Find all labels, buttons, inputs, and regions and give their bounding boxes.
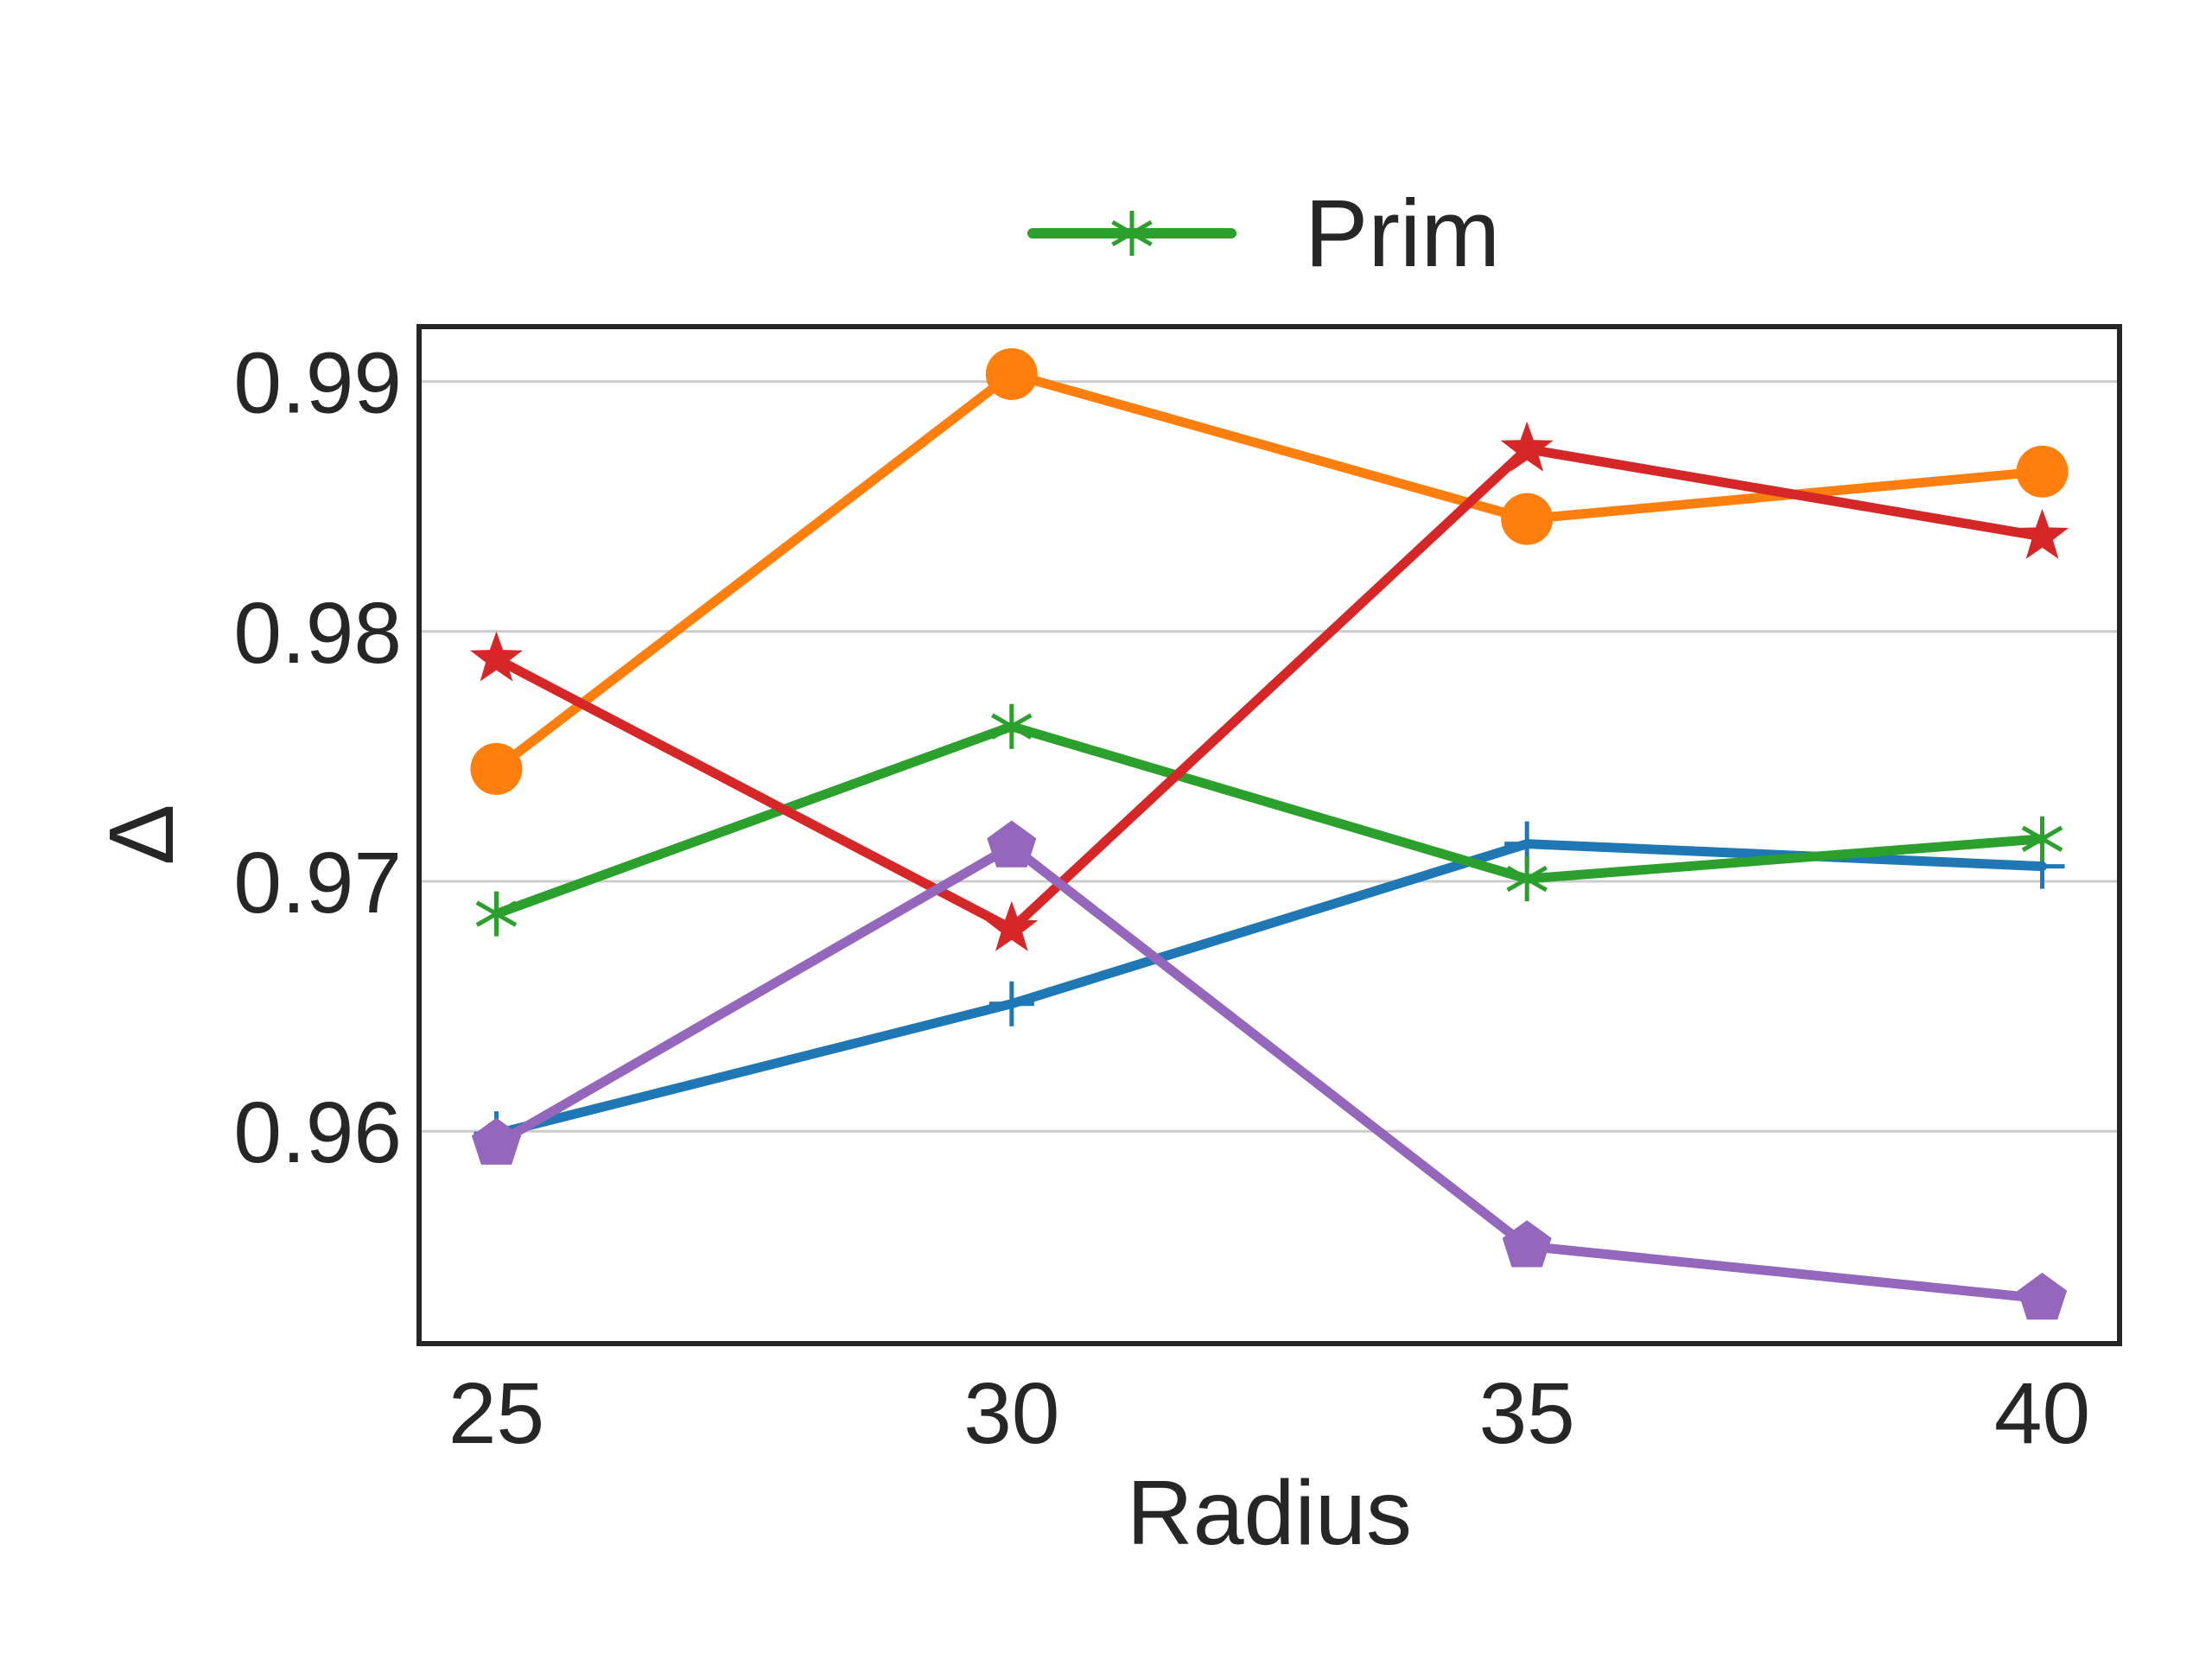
series-1 (474, 821, 2065, 1157)
data-point-marker (985, 900, 1039, 951)
y-tick-labels: 0.96 0.97 0.98 0.99 (233, 335, 402, 1182)
data-point-marker (470, 631, 523, 682)
series-line (492, 721, 2047, 919)
data-point-marker (1506, 856, 1548, 902)
data-point-marker (2016, 445, 2069, 498)
x-tick-label: 30 (963, 1365, 1059, 1462)
legend-marker-icon (1111, 211, 1153, 256)
legend: Prim (1027, 181, 1500, 287)
data-point-marker (987, 820, 1037, 868)
data-point-marker (2021, 816, 2063, 861)
data-point-marker (985, 347, 1038, 400)
plot-frame (416, 324, 2122, 1346)
series-line (492, 444, 2047, 934)
data-point-marker (2016, 508, 2069, 559)
data-point-marker (988, 981, 1034, 1027)
data-point-marker (2018, 1272, 2068, 1320)
legend-label-prim: Prim (1305, 181, 1500, 287)
y-tick-label: 0.96 (233, 1084, 402, 1181)
data-point-marker (475, 891, 518, 937)
series-line (492, 369, 2047, 774)
data-point-marker (470, 742, 523, 795)
series-group (470, 347, 2069, 1320)
y-tick-label: 0.98 (233, 585, 402, 682)
series-line (492, 842, 2047, 1304)
data-point-marker (1501, 493, 1554, 545)
data-point-marker (991, 703, 1033, 749)
data-point-marker (1500, 421, 1554, 472)
x-tick-label: 25 (448, 1365, 544, 1462)
series-3 (475, 703, 2063, 937)
series-2 (470, 347, 2069, 795)
series-5 (471, 820, 2068, 1320)
x-axis-label: Radius (1127, 1462, 1412, 1564)
x-tick-label: 35 (1479, 1365, 1575, 1462)
data-point-marker (1502, 1220, 1552, 1268)
series-line (492, 839, 2047, 1139)
data-point-marker (471, 1117, 521, 1165)
y-tick-label: 0.99 (233, 335, 402, 432)
y-axis-label: Δ (91, 804, 193, 866)
x-tick-labels: 25 30 35 40 (448, 1365, 2090, 1462)
grid-lines (419, 380, 2120, 1133)
legend-marker-prim (1111, 211, 1153, 256)
y-tick-label: 0.97 (233, 835, 402, 931)
x-tick-label: 40 (1994, 1365, 2090, 1462)
series-4 (470, 421, 2069, 951)
